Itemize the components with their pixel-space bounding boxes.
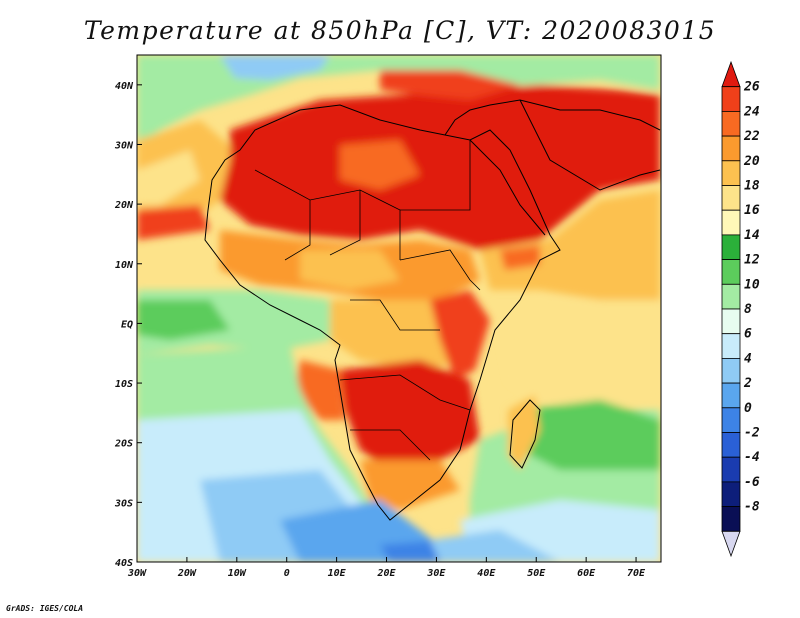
colorbar-label: 26 <box>743 80 760 95</box>
lon-tick-label: 70E <box>627 568 646 579</box>
colorbar-label: 0 <box>744 401 752 416</box>
lon-tick-label: 30W <box>127 568 147 579</box>
colorbar-swatch <box>721 432 741 458</box>
colorbar-label: -8 <box>744 500 760 515</box>
lon-tick-label: 50E <box>527 568 546 579</box>
map-title: Temperature at 850hPa [C], VT: 202008301… <box>83 16 717 45</box>
colorbar-swatch <box>721 333 741 359</box>
lat-tick-label: 20N <box>114 200 134 211</box>
lon-tick-label: 20W <box>177 568 197 579</box>
lon-tick-label: 40E <box>477 568 496 579</box>
grads-credit: GrADS: IGES/COLA <box>6 604 84 613</box>
lat-tick-label: 30S <box>114 498 133 509</box>
colorbar-swatch <box>721 234 741 260</box>
lat-tick-label: 10N <box>115 260 134 271</box>
country-borders <box>254 140 481 461</box>
colorbar-label: 14 <box>744 228 760 243</box>
colorbar-label: 8 <box>744 302 752 317</box>
colorbar-swatch <box>721 160 741 186</box>
colorbar-swatch <box>721 135 741 162</box>
colorbar-swatch <box>721 357 741 384</box>
colorbar-swatch <box>721 259 741 285</box>
lat-tick-label: 20S <box>114 439 133 450</box>
colorbar-label: -4 <box>744 450 760 465</box>
lon-tick-label: 0 <box>284 568 290 579</box>
colorbar-label: 20 <box>743 154 760 169</box>
colorbar-swatch <box>721 456 741 483</box>
colorbar-label: 10 <box>744 277 760 292</box>
colorbar-swatch <box>721 185 741 211</box>
colorbar-label: 18 <box>744 179 760 194</box>
lon-tick-label: 10W <box>228 568 247 579</box>
axis-ticks: 30W 20W 10W 0 10E 20E 30E 40E 50E 60E 70E 40N 30N 20N… <box>114 81 646 579</box>
lat-tick-label: 30N <box>114 140 134 151</box>
map-frame <box>136 54 662 563</box>
lon-tick-label: 10E <box>328 568 347 579</box>
colorbar-swatch <box>721 60 741 88</box>
colorbar-label: 16 <box>744 203 760 218</box>
lon-tick-label: 30E <box>426 568 446 579</box>
colorbar-swatch <box>721 86 741 112</box>
colorbar-boxes <box>721 60 741 558</box>
temperature-field <box>137 55 661 562</box>
colorbar-label: -2 <box>744 426 760 441</box>
colorbar-swatch <box>721 506 741 532</box>
colorbar-swatch <box>721 481 741 507</box>
lon-tick-label: 60E <box>577 568 596 579</box>
colorbar-label: 4 <box>744 351 752 366</box>
lat-tick-label: 40S <box>115 558 133 569</box>
colorbar-label: 2 <box>743 376 752 391</box>
colorbar-swatch <box>721 209 741 236</box>
lon-tick-label: 20E <box>376 568 396 579</box>
colorbar-label: 24 <box>743 104 760 119</box>
colorbar-label: 6 <box>744 327 752 342</box>
colorbar-label: 22 <box>743 129 760 144</box>
colorbar-swatch <box>721 530 741 558</box>
colorbar-label: 12 <box>744 253 760 268</box>
colorbar-swatch <box>721 308 741 335</box>
lat-tick-label: 10S <box>115 379 133 390</box>
lat-tick-label: 40N <box>115 81 134 92</box>
lat-tick-label: EQ <box>121 319 133 330</box>
colorbar-swatch <box>721 407 741 433</box>
colorbar-swatch <box>721 283 741 310</box>
colorbar-label: -6 <box>744 475 760 490</box>
colorbar-swatch <box>721 382 741 409</box>
colorbar-swatch <box>721 111 741 137</box>
